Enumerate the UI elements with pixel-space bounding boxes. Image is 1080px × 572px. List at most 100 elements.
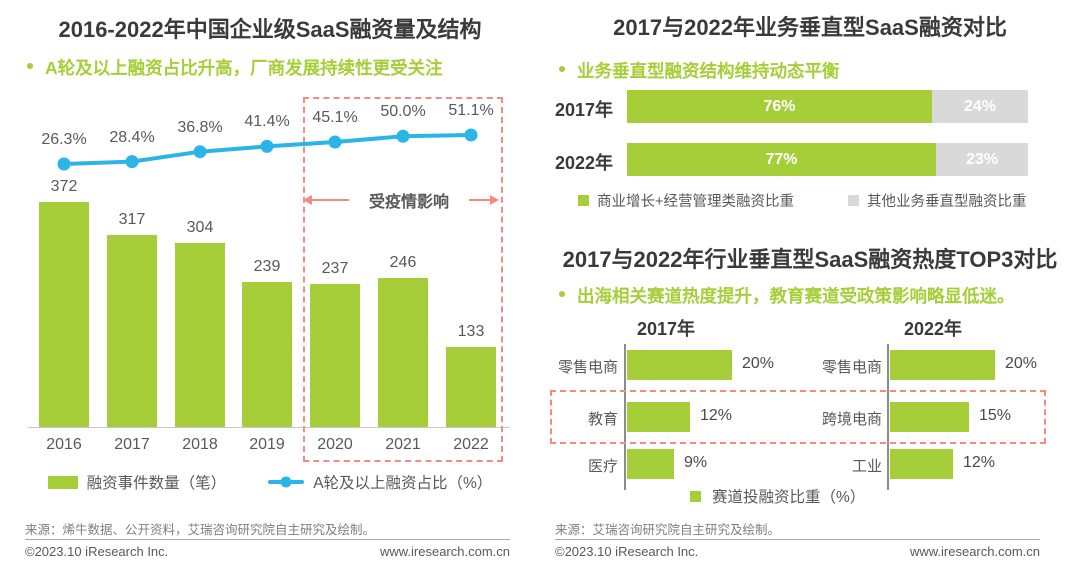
right-footer-divider [555, 539, 1040, 540]
line-point-value: 36.8% [177, 118, 223, 136]
left-copyright: ©2023.10 iResearch Inc. [25, 544, 169, 559]
highlight-row-box [550, 390, 1046, 444]
stacked-legend-green-label: 商业增长+经营管理类融资比重 [597, 194, 794, 210]
funding-bar-value: 372 [50, 178, 78, 195]
right-website: www.iresearch.com.cn [909, 544, 1040, 559]
gray-square-icon [848, 195, 859, 206]
bullet-icon [559, 66, 565, 72]
left-x-axis [28, 427, 510, 428]
mini-bar-value: 20% [742, 355, 775, 372]
left-footer-divider [25, 539, 510, 540]
left-chart-subtitle: A轮及以上融资占比升高，厂商发展持续性更受关注 [45, 58, 443, 78]
covid-impact-box [303, 97, 503, 462]
stacked-legend-item-green: 商业增长+经营管理类融资比重 [578, 190, 794, 211]
bullet-icon [559, 291, 565, 297]
mini-bar-value: 12% [963, 454, 996, 471]
bar-swatch-icon [47, 475, 78, 489]
green-square-icon [690, 490, 701, 502]
x-axis-label: 2021 [385, 436, 421, 453]
mini-category-label: 零售电商 [821, 359, 882, 376]
mini-chart-header-2017: 2017年 [636, 319, 696, 339]
covid-annotation-label: 受疫情影响 [368, 194, 449, 211]
left-footer: ©2023.10 iResearch Inc. www.iresearch.co… [25, 544, 510, 559]
legend-line-label: A轮及以上融资占比（%） [313, 475, 493, 492]
right-top-chart-subtitle: 业务垂直型融资结构维持动态平衡 [577, 61, 840, 81]
mini-axis-2022 [887, 344, 889, 490]
right-arrow-icon [468, 198, 497, 202]
left-chart-legend: 融资事件数量（笔） A轮及以上融资占比（%） [0, 471, 540, 493]
x-axis-label: 2016 [46, 436, 82, 453]
funding-bar-value: 133 [457, 323, 485, 340]
mini-bar-医疗 [627, 449, 674, 479]
mini-bar-value: 12% [700, 407, 733, 424]
funding-bar-value: 239 [253, 258, 281, 275]
funding-bar-2020 [310, 284, 360, 427]
line-point-value: 50.0% [380, 103, 426, 121]
right-bottom-chart-title: 2017与2022年行业垂直型SaaS融资热度TOP3对比 [562, 247, 1058, 272]
funding-bar-value: 317 [118, 211, 146, 228]
mini-category-label: 教育 [587, 411, 618, 428]
left-website: www.iresearch.com.cn [379, 544, 510, 559]
mini-bar-value: 15% [979, 407, 1012, 424]
funding-bar-value: 304 [186, 219, 214, 236]
right-footer: ©2023.10 iResearch Inc. www.iresearch.co… [555, 544, 1040, 559]
mini-bar-零售电商 [627, 350, 732, 380]
stacked-row-label-2017: 2017年 [555, 100, 614, 120]
legend-item-line: A轮及以上融资占比（%） [268, 471, 492, 493]
stacked-seg-gray-2022年: 23% [936, 143, 1028, 176]
x-axis-label: 2019 [249, 436, 285, 453]
mini-category-label: 零售电商 [557, 359, 618, 376]
mini-category-label: 医疗 [587, 458, 618, 475]
mini-bar-跨境电商 [890, 402, 969, 432]
stacked-seg-green-2022年: 77% [627, 143, 936, 176]
legend-bar-label: 融资事件数量（笔） [86, 475, 227, 492]
funding-bar-2016 [39, 202, 89, 427]
stacked-legend-item-gray: 其他业务垂直型融资比重 [848, 190, 1027, 211]
line-point-value: 45.1% [312, 109, 358, 126]
funding-bar-2017 [107, 235, 157, 427]
mini-legend-label: 赛道投融资比重（%） [712, 489, 866, 506]
funding-bar-2022 [446, 347, 496, 427]
stacked-seg-green-2017年: 76% [627, 90, 932, 123]
stacked-legend-gray-label: 其他业务垂直型融资比重 [867, 194, 1027, 210]
left-arrow-icon [305, 198, 349, 202]
mini-bar-教育 [627, 402, 690, 432]
line-dot-swatch-icon [268, 480, 305, 484]
covid-annotation: 受疫情影响 [305, 188, 497, 212]
green-square-icon [578, 195, 589, 206]
left-source-note: 来源：烯牛数据、公开资料，艾瑞咨询研究院自主研究及绘制。 [25, 523, 376, 537]
right-source-note: 来源：艾瑞咨询研究院自主研究及绘制。 [555, 523, 781, 537]
mini-chart-legend: 赛道投融资比重（%） [690, 485, 865, 507]
mini-bar-value: 20% [1005, 355, 1038, 372]
mini-bar-零售电商 [890, 350, 995, 380]
mini-category-label: 跨境电商 [821, 411, 882, 428]
funding-bar-value: 246 [389, 254, 417, 271]
stacked-row-label-2022: 2022年 [555, 153, 614, 173]
mini-bar-工业 [890, 449, 953, 479]
mini-bar-value: 9% [684, 454, 708, 471]
funding-bar-value: 237 [321, 260, 349, 277]
mini-axis-2017 [624, 344, 626, 490]
x-axis-label: 2022 [453, 436, 489, 453]
funding-bar-2021 [378, 278, 428, 427]
line-point-value: 41.4% [244, 113, 290, 131]
legend-item-bar: 融资事件数量（笔） [47, 471, 227, 493]
line-point-value: 51.1% [448, 102, 494, 119]
mini-chart-header-2022: 2022年 [903, 319, 963, 339]
x-axis-label: 2020 [317, 436, 353, 453]
left-chart-title: 2016-2022年中国企业级SaaS融资量及结构 [58, 17, 482, 42]
right-top-chart-title: 2017与2022年业务垂直型SaaS融资对比 [613, 15, 1007, 40]
right-bottom-chart-subtitle: 出海相关赛道热度提升，教育赛道受政策影响略显低迷。 [577, 286, 1015, 306]
x-axis-label: 2018 [182, 436, 218, 453]
x-axis-label: 2017 [114, 436, 150, 453]
stacked-seg-gray-2017年: 24% [932, 90, 1028, 123]
bullet-icon [27, 63, 33, 69]
right-copyright: ©2023.10 iResearch Inc. [555, 544, 699, 559]
funding-bar-2018 [175, 243, 225, 427]
funding-bar-2019 [242, 282, 292, 427]
mini-category-label: 工业 [851, 458, 882, 475]
